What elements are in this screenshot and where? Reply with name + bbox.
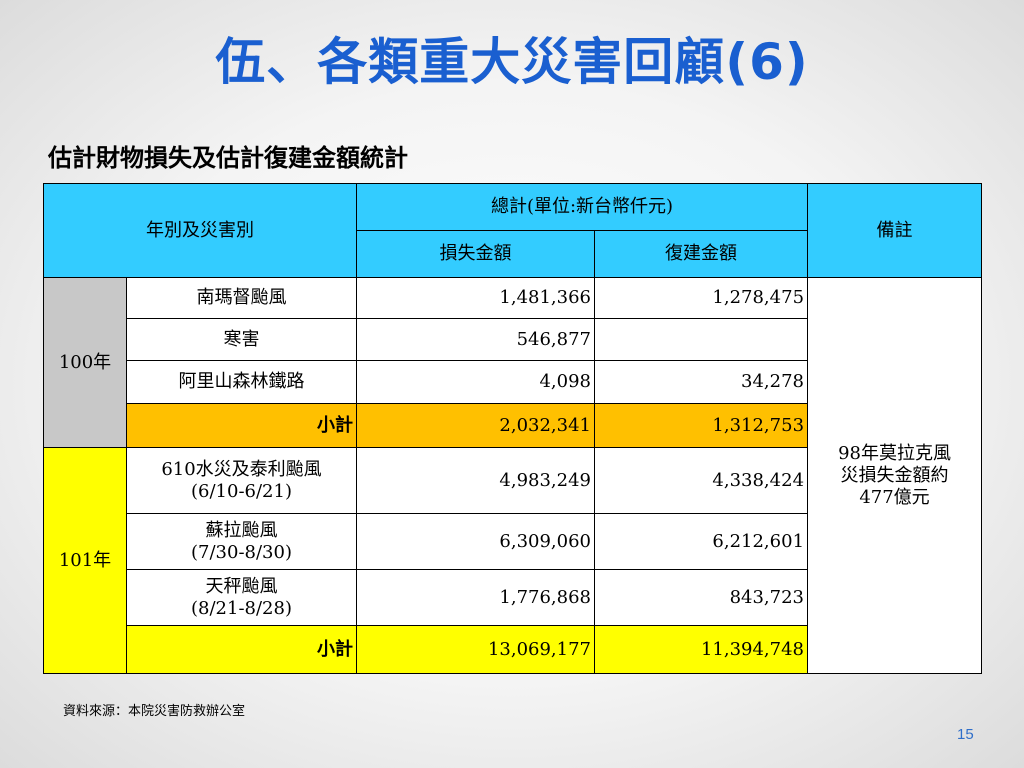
disaster-name: 610水災及泰利颱風 bbox=[161, 458, 322, 480]
subtotal-row: 小計 13,069,177 11,394,748 bbox=[44, 625, 982, 674]
header-remark: 備註 bbox=[807, 183, 983, 278]
loss-value: 4,983,249 bbox=[356, 447, 595, 514]
subtotal-label: 小計 bbox=[126, 625, 357, 674]
slide-title: 伍、各類重大災害回顧(6) bbox=[215, 33, 809, 91]
subtotal-rebuild: 11,394,748 bbox=[593, 625, 809, 674]
year-cell-100: 100年 bbox=[43, 277, 127, 448]
loss-value: 1,481,366 bbox=[356, 277, 595, 319]
remark-cell: 98年莫拉克風災損失金額約477億元 bbox=[807, 277, 983, 674]
loss-value: 6,309,060 bbox=[356, 513, 595, 570]
subtotal-row: 小計 2,032,341 1,312,753 bbox=[44, 403, 982, 448]
disaster-name-cell: 610水災及泰利颱風 (6/10-6/21) bbox=[126, 447, 357, 514]
header-loss: 損失金額 bbox=[356, 230, 595, 278]
rebuild-value: 1,278,475 bbox=[593, 277, 809, 319]
loss-value: 546,877 bbox=[356, 318, 595, 361]
disaster-name: 寒害 bbox=[126, 318, 357, 361]
table-row: 蘇拉颱風 (7/30-8/30) 6,309,060 6,212,601 bbox=[44, 513, 982, 570]
subtotal-loss: 2,032,341 bbox=[356, 403, 595, 448]
rebuild-value: 4,338,424 bbox=[593, 447, 809, 514]
table-row: 阿里山森林鐵路 4,098 34,278 bbox=[44, 360, 982, 404]
rebuild-value bbox=[593, 318, 809, 361]
disaster-name-cell: 蘇拉颱風 (7/30-8/30) bbox=[126, 513, 357, 570]
disaster-name-cell: 天秤颱風 (8/21-8/28) bbox=[126, 569, 357, 626]
table-row: 101年 610水災及泰利颱風 (6/10-6/21) 4,983,249 4,… bbox=[43, 447, 982, 674]
table-subtitle: 估計財物損失及估計復建金額統計 bbox=[48, 143, 408, 172]
subtotal-loss: 13,069,177 bbox=[356, 625, 595, 674]
disaster-name: 天秤颱風 bbox=[205, 575, 278, 597]
header-total: 總計(單位:新台幣仟元) bbox=[355, 183, 809, 231]
disaster-name: 阿里山森林鐵路 bbox=[126, 360, 357, 404]
data-source-note: 資料來源：本院災害防救辦公室 bbox=[63, 704, 246, 719]
disaster-date: (7/30-8/30) bbox=[191, 541, 292, 563]
rebuild-value: 843,723 bbox=[593, 569, 809, 626]
disaster-date: (8/21-8/28) bbox=[191, 597, 292, 619]
header-rebuild: 復建金額 bbox=[593, 230, 809, 278]
disaster-name: 蘇拉颱風 bbox=[205, 519, 278, 541]
subtotal-rebuild: 1,312,753 bbox=[593, 403, 809, 448]
loss-value: 1,776,868 bbox=[356, 569, 595, 626]
table-row: 天秤颱風 (8/21-8/28) 1,776,868 843,723 bbox=[44, 569, 982, 626]
damage-statistics-table: 年別及災害別 總計(單位:新台幣仟元) 備註 損失金額 復建金額 100年 南瑪… bbox=[43, 183, 983, 674]
table-row: 寒害 546,877 bbox=[44, 318, 982, 361]
loss-value: 4,098 bbox=[356, 360, 595, 404]
rebuild-value: 6,212,601 bbox=[593, 513, 809, 570]
header-year-disaster: 年別及災害別 bbox=[43, 183, 357, 278]
disaster-date: (6/10-6/21) bbox=[191, 480, 292, 502]
rebuild-value: 34,278 bbox=[593, 360, 809, 404]
subtotal-label: 小計 bbox=[126, 403, 357, 448]
year-cell-101: 101年 bbox=[43, 447, 127, 674]
disaster-name: 南瑪督颱風 bbox=[126, 277, 357, 319]
page-number: 15 bbox=[957, 726, 974, 743]
remark-text: 98年莫拉克風災損失金額約477億元 bbox=[838, 442, 951, 508]
table-row: 100年 南瑪督颱風 1,481,366 1,278,475 98年莫拉克風災損… bbox=[43, 277, 983, 674]
